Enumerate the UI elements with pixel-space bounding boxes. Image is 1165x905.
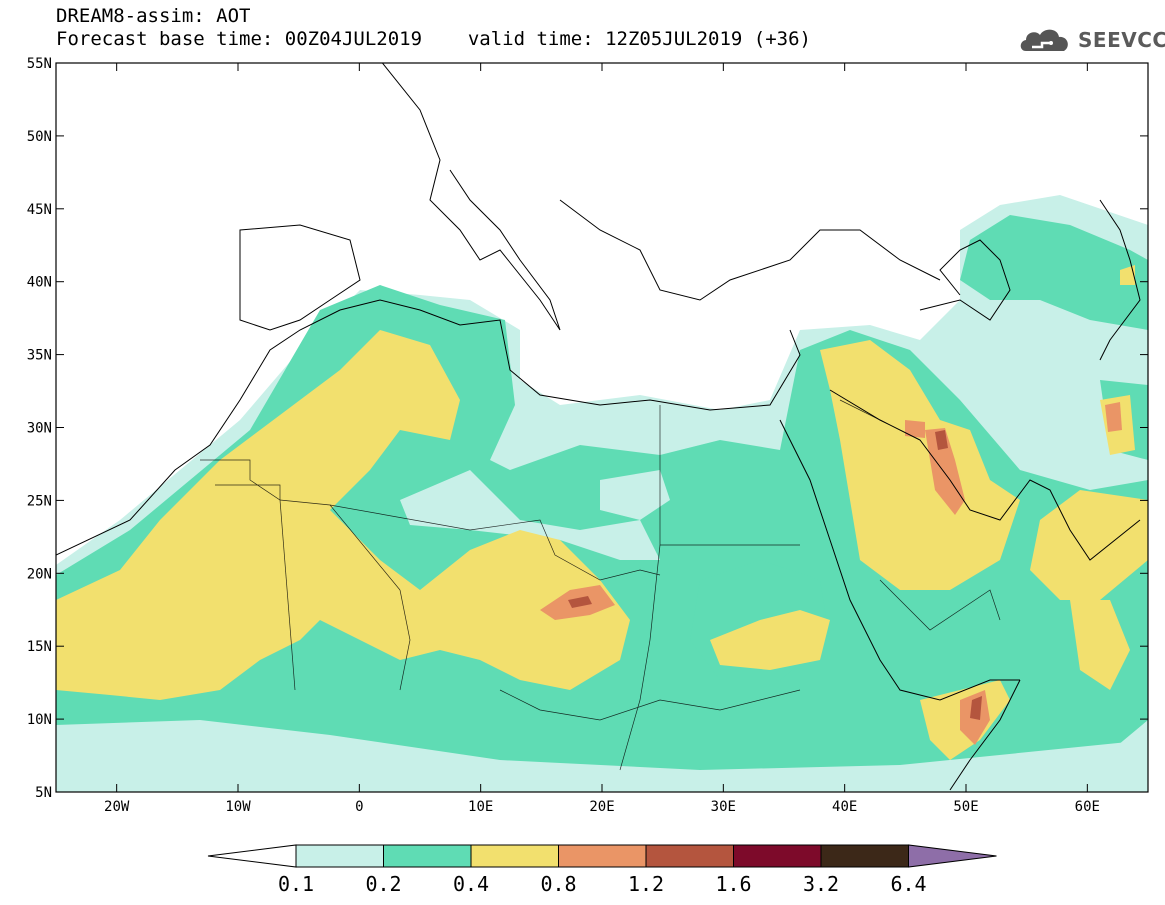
colorbar-upper-triangle: [908, 844, 997, 868]
lat-tick-label: 5N: [35, 785, 52, 801]
forecast-base-time: Forecast base time: 00Z04JUL2019: [56, 28, 423, 50]
aot-band-0.4-0.8: [56, 265, 1148, 760]
lat-tick-label: 40N: [27, 275, 52, 291]
colorbar-label: 6.4: [890, 872, 926, 896]
colorbar-label: 0.4: [453, 872, 489, 896]
lat-tick-label: 25N: [27, 493, 52, 509]
coastlines: [56, 63, 1141, 791]
country-borders: [200, 399, 1001, 771]
lat-tick-label: 55N: [27, 56, 52, 72]
lat-tick-label: 15N: [27, 639, 52, 655]
lon-tick-label: 60E: [1075, 799, 1100, 815]
lon-tick-label: 20E: [589, 799, 614, 815]
lon-tick-label: 40E: [832, 799, 857, 815]
lon-tick-label: 10E: [468, 799, 493, 815]
colorbar-label: 0.2: [365, 872, 401, 896]
colorbar-label: 3.2: [803, 872, 839, 896]
lat-tick-label: 30N: [27, 421, 52, 437]
lat-tick-label: 20N: [27, 566, 52, 582]
colorbar-lower-triangle: [207, 844, 297, 868]
lon-tick-label: 20W: [104, 799, 130, 815]
colorbar-label: 1.2: [628, 872, 664, 896]
lon-tick-label: 30E: [711, 799, 736, 815]
cloud-logo-icon: [1020, 29, 1068, 51]
colorbar-box: [820, 844, 909, 868]
lon-tick-label: 0: [355, 799, 363, 815]
lon-tick-label: 10W: [225, 799, 251, 815]
logo-text: SEEVCCC: [1078, 28, 1165, 52]
lat-tick-label: 35N: [27, 348, 52, 364]
aot-band-0.1-0.2-inner: [56, 380, 1148, 792]
aot-field: [56, 63, 1148, 792]
aot-band-1.2-1.6: [568, 430, 982, 720]
lat-tick-label: 45N: [27, 202, 52, 218]
colorbar-box: [470, 844, 559, 868]
lon-tick-label: 50E: [953, 799, 978, 815]
valid-time: valid time: 12Z05JUL2019 (+36): [467, 28, 811, 50]
colorbar-box: [295, 844, 384, 868]
colorbar-label: 0.1: [278, 872, 314, 896]
longitude-axis: 20W 10W 0 10E 20E 30E 40E 50E 60E: [104, 63, 1100, 815]
map-subtitle: Forecast base time: 00Z04JUL2019 valid t…: [56, 28, 811, 50]
colorbar-box: [733, 844, 822, 868]
seevccc-logo: SEEVCCC: [1018, 24, 1165, 56]
colorbar-box: [558, 844, 647, 868]
colorbar-box: [645, 844, 734, 868]
lat-tick-label: 10N: [27, 712, 52, 728]
colorbar-label: 0.8: [540, 872, 576, 896]
aot-colorbar: 0.1 0.2 0.4 0.8 1.2 1.6 3.2 6.4: [207, 844, 997, 896]
colorbar-label: 1.6: [715, 872, 751, 896]
latitude-axis: 5N 10N 15N 20N 25N 30N 35N 40N 45N 50N 55N: [27, 56, 1148, 801]
map-title: DREAM8-assim: AOT: [56, 5, 251, 27]
lat-tick-label: 50N: [27, 129, 52, 145]
colorbar-box: [383, 844, 472, 868]
